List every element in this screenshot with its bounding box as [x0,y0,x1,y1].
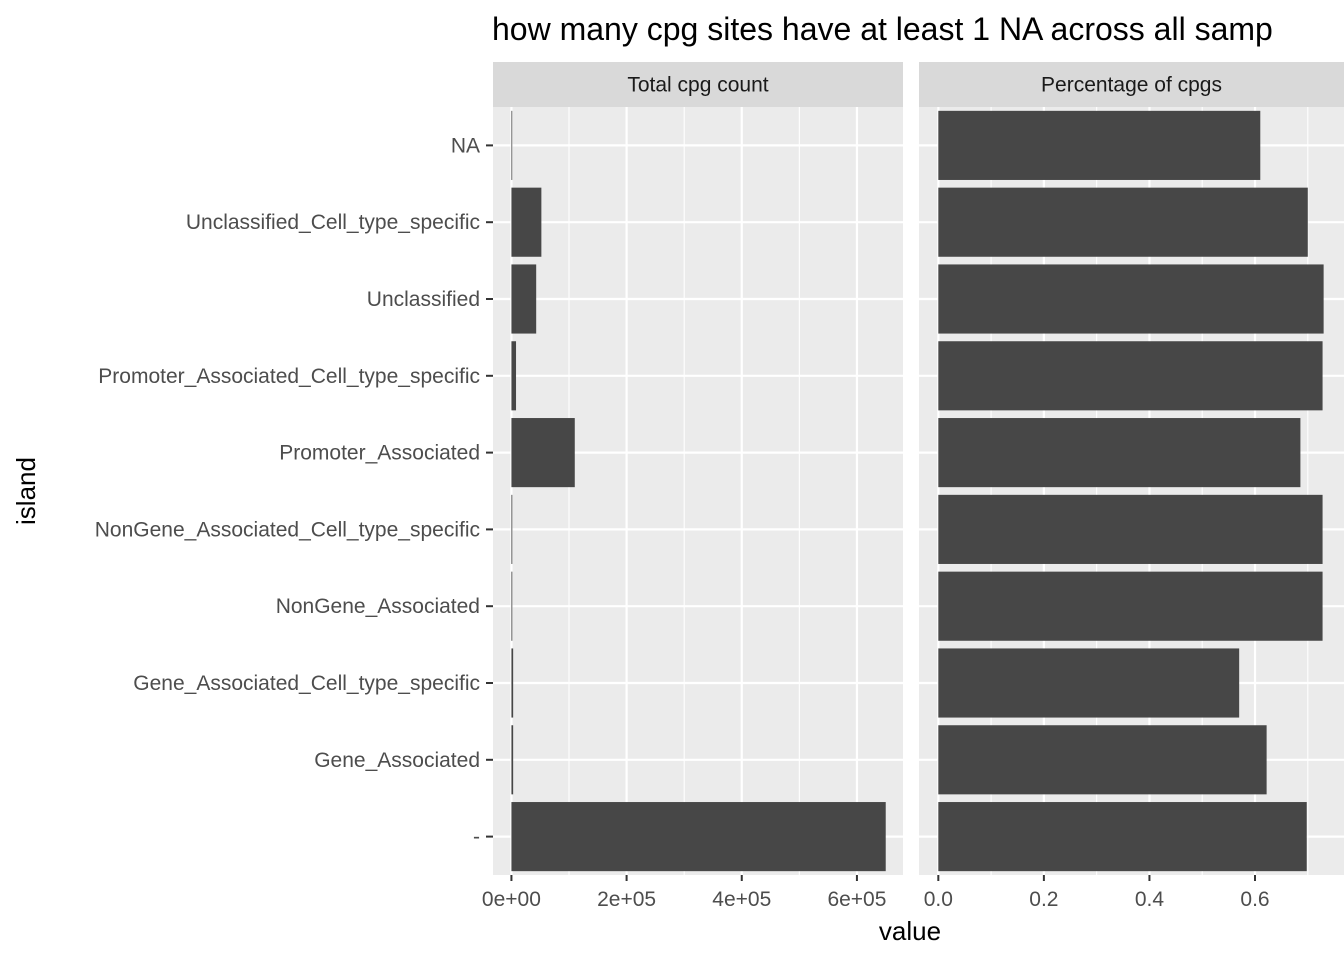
facets: Total cpg count 0e+00 2e+05 4e+05 6e+05 Perce… [482,62,1344,911]
y-tick-label: Unclassified_Cell_type_specific [186,211,480,234]
bar [938,110,1261,180]
y-tick-label: NonGene_Associated [276,595,480,618]
y-axis-title: island [11,457,41,525]
bar [511,264,537,334]
y-tick-label: NonGene_Associated_Cell_type_specific [95,518,480,541]
facet-strip-label: Total cpg count [627,74,768,97]
bar [511,571,513,641]
bar [938,648,1240,718]
bar [938,494,1323,564]
x-tick-label: 0.2 [1029,888,1058,911]
x-tick-label: 2e+05 [597,888,656,911]
bar [938,571,1323,641]
x-tick-label: 0.0 [924,888,953,911]
y-tick-label: Gene_Associated_Cell_type_specific [133,672,480,695]
bar [938,187,1308,257]
y-tick-label: - [473,826,480,849]
facet-strip [919,62,1344,107]
bar [938,341,1323,411]
y-tick-label: NA [451,134,480,157]
bar [511,725,514,795]
bar [938,802,1307,872]
bar [511,187,542,257]
bar [511,802,886,872]
x-tick-label: 0.6 [1240,888,1269,911]
y-tick-labels: NA Unclassified_Cell_type_specific Unclass… [95,134,493,849]
y-tick-label: Promoter_Associated [279,442,480,465]
x-tick-label: 0e+00 [482,888,541,911]
bar [511,648,514,718]
x-tick-label: 4e+05 [712,888,771,911]
bar [511,341,517,411]
y-tick-label: Unclassified [367,288,480,311]
bar [511,494,513,564]
facet-strip [493,62,903,107]
chart-title: how many cpg sites have at least 1 NA ac… [492,11,1273,47]
x-tick-label: 6e+05 [827,888,886,911]
panel-background [493,107,903,875]
y-tick-label: Promoter_Associated_Cell_type_specific [98,365,480,388]
bar [511,110,513,180]
bar [511,418,575,488]
bar [938,725,1267,795]
facet-1: Total cpg count 0e+00 2e+05 4e+05 6e+05 [482,62,903,911]
facet-strip-label: Percentage of cpgs [1041,74,1222,97]
y-tick-label: Gene_Associated [314,749,480,772]
x-tick-label: 0.4 [1135,888,1165,911]
facet-2: Percentage of cpgs 0.0 0.2 0.4 0.6 [919,62,1344,911]
bar [938,418,1301,488]
x-axis-title: value [879,916,941,946]
bar [938,264,1324,334]
